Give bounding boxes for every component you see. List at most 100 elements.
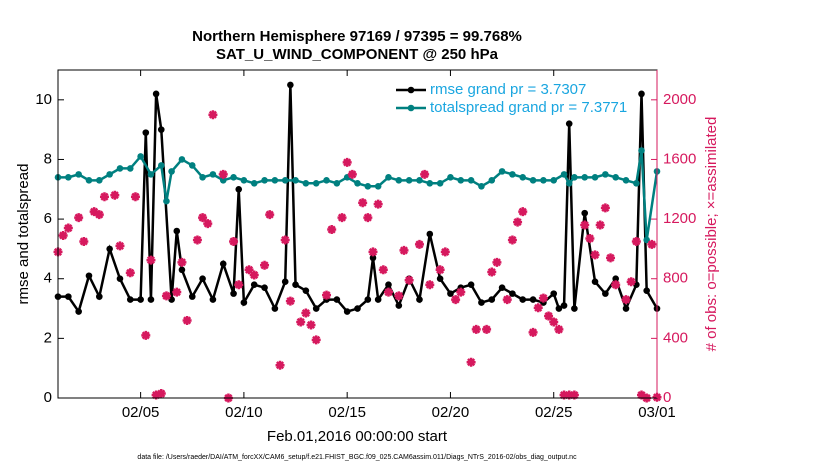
obs-marker xyxy=(595,220,605,230)
point-marker xyxy=(240,177,248,184)
point-marker xyxy=(65,174,72,181)
point-marker xyxy=(478,182,485,190)
point-marker xyxy=(426,230,434,238)
obs-marker xyxy=(554,324,564,334)
point-marker xyxy=(199,174,206,181)
obs-marker xyxy=(99,192,109,202)
x-axis-label: Feb.01,2016 00:00:00 start xyxy=(267,428,448,445)
point-marker xyxy=(152,90,160,98)
point-marker xyxy=(457,177,465,184)
point-marker xyxy=(364,182,372,190)
obs-marker xyxy=(373,199,383,209)
obs-marker xyxy=(141,330,151,340)
point-marker xyxy=(529,296,537,303)
obs-marker xyxy=(451,295,461,305)
point-marker xyxy=(302,287,310,294)
point-marker xyxy=(106,245,113,253)
point-marker xyxy=(65,293,72,300)
point-marker xyxy=(622,305,630,312)
point-marker xyxy=(96,177,103,184)
point-marker xyxy=(271,305,279,312)
y2-tick-label: 1200 xyxy=(663,210,696,227)
y-tick-label: 6 xyxy=(44,210,52,227)
point-marker xyxy=(426,180,434,187)
point-marker xyxy=(467,177,475,184)
point-marker xyxy=(292,177,299,184)
point-marker xyxy=(271,177,279,184)
obs-marker xyxy=(322,290,332,300)
point-marker xyxy=(343,174,351,181)
point-marker xyxy=(137,296,144,303)
obs-marker xyxy=(74,213,84,223)
point-marker xyxy=(312,180,320,187)
point-marker xyxy=(209,171,217,178)
obs-marker xyxy=(590,250,600,260)
point-marker xyxy=(168,168,175,175)
point-marker xyxy=(509,171,516,178)
obs-marker xyxy=(482,324,492,334)
point-marker xyxy=(571,305,578,312)
obs-marker xyxy=(244,265,254,275)
point-marker xyxy=(633,180,640,187)
point-marker xyxy=(312,305,320,312)
obs-marker xyxy=(528,327,538,337)
point-marker xyxy=(436,180,444,187)
point-marker xyxy=(591,174,599,181)
point-marker xyxy=(219,260,227,268)
point-marker xyxy=(250,180,258,187)
point-marker xyxy=(157,162,165,169)
y-tick-label: 8 xyxy=(44,150,52,167)
point-marker xyxy=(96,293,103,300)
chart-title: SAT_U_WIND_COMPONENT @ 250 hPa xyxy=(216,46,499,63)
point-marker xyxy=(550,290,558,297)
obs-marker xyxy=(301,308,311,318)
point-marker xyxy=(178,156,186,163)
point-marker xyxy=(571,174,578,181)
obs-marker xyxy=(208,110,218,120)
obs-marker xyxy=(249,270,259,280)
obs-marker xyxy=(342,157,352,167)
obs-marker xyxy=(492,257,502,267)
point-marker xyxy=(199,275,206,283)
obs-marker xyxy=(394,291,404,301)
obs-marker xyxy=(569,390,579,400)
point-marker xyxy=(142,129,150,136)
point-marker xyxy=(230,174,237,181)
point-marker xyxy=(116,275,124,283)
point-marker xyxy=(509,290,516,297)
point-marker xyxy=(612,174,619,181)
point-marker xyxy=(395,302,403,309)
obs-marker xyxy=(647,239,657,249)
obs-marker xyxy=(502,295,512,305)
point-marker xyxy=(235,185,243,193)
point-marker xyxy=(147,296,155,303)
y-axis-label: rmse and totalspread xyxy=(15,164,32,305)
point-marker xyxy=(581,209,589,217)
point-marker xyxy=(436,275,444,283)
x-tick-label: 02/25 xyxy=(535,404,573,421)
point-marker xyxy=(498,168,506,175)
obs-marker xyxy=(172,287,182,297)
obs-marker xyxy=(585,233,595,243)
point-marker xyxy=(555,305,563,312)
obs-marker xyxy=(425,280,435,290)
point-marker xyxy=(633,281,640,288)
obs-marker xyxy=(399,245,409,255)
point-marker xyxy=(302,180,310,187)
obs-marker xyxy=(218,169,228,179)
y-tick-label: 10 xyxy=(35,91,52,108)
x-tick-label: 02/05 xyxy=(122,404,160,421)
obs-marker xyxy=(383,287,393,297)
point-marker xyxy=(560,171,568,178)
point-marker xyxy=(478,299,485,306)
obs-marker xyxy=(631,236,641,246)
point-marker xyxy=(638,90,645,98)
point-marker xyxy=(612,275,619,283)
x-tick-label: 02/20 xyxy=(432,404,470,421)
point-marker xyxy=(467,281,475,288)
obs-marker xyxy=(606,253,616,263)
obs-marker xyxy=(110,190,120,200)
obs-marker xyxy=(600,203,610,213)
point-marker xyxy=(126,296,134,303)
footer: data file: /Users/raeder/DAI/ATM_forcXX/… xyxy=(137,454,577,461)
